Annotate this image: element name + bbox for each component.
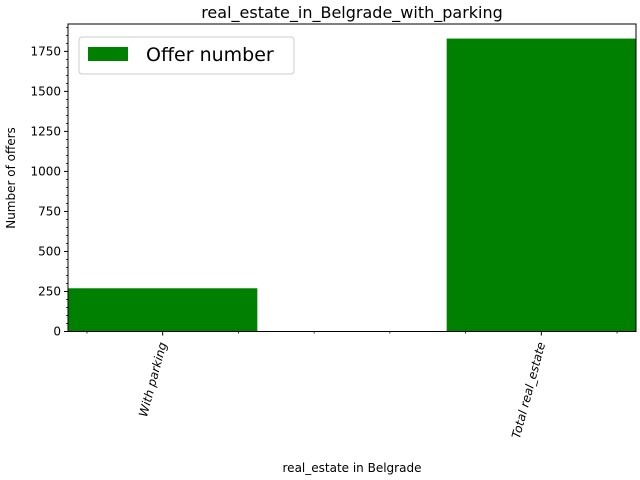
y-tick-label-6: 1500 (30, 84, 61, 98)
legend-frame (78, 36, 295, 75)
y-axis: 0 250 500 750 1000 1250 1500 1750 (30, 26, 68, 339)
bar-1 (446, 38, 636, 332)
y-tick-label-5: 1250 (30, 124, 61, 138)
x-axis-label: real_estate in Belgrade (283, 461, 422, 475)
x-tick-label-0: With parking (136, 340, 169, 418)
legend-label: Offer number (146, 44, 274, 66)
y-tick-label-2: 500 (38, 244, 61, 258)
y-tick-label-7: 1750 (30, 44, 61, 58)
y-tick-label-3: 750 (38, 204, 61, 218)
legend: Offer number (78, 36, 295, 75)
y-tick-label-0: 0 (53, 325, 61, 339)
chart-title: real_estate_in_Belgrade_with_parking (201, 3, 503, 23)
x-tick-label-1: Total real_estate (509, 341, 548, 440)
bar-0 (68, 288, 258, 332)
x-axis: With parking Total real_estate (86, 331, 618, 440)
y-tick-label-1: 250 (38, 284, 61, 298)
bars (68, 38, 636, 332)
plot-frame (67, 23, 637, 332)
legend-swatch (88, 47, 128, 61)
y-axis-label: Number of offers (4, 127, 18, 229)
y-tick-label-4: 1000 (30, 164, 61, 178)
plot-area (67, 23, 637, 332)
